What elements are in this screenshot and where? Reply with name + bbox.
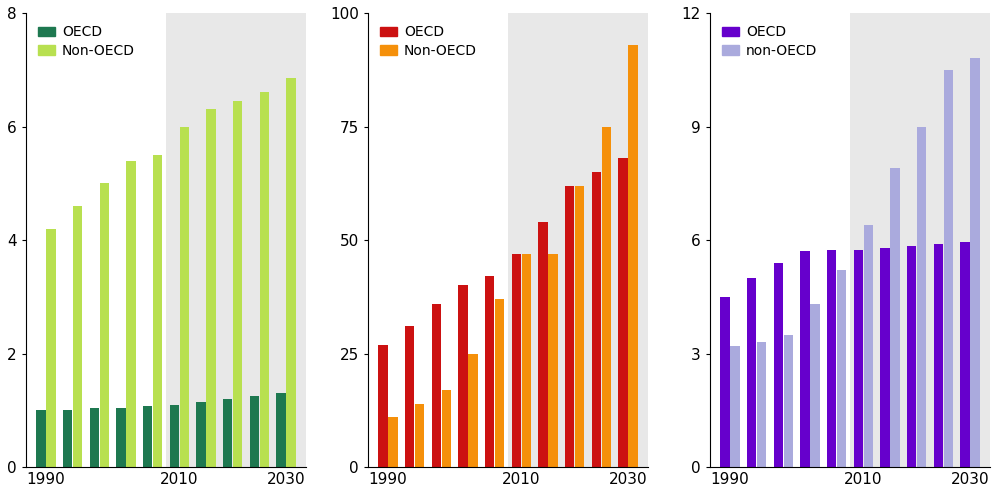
Bar: [864, 225, 873, 467]
Bar: [917, 126, 926, 467]
Bar: [508, 13, 675, 467]
Legend: OECD, Non-OECD: OECD, Non-OECD: [33, 20, 140, 63]
Bar: [196, 402, 206, 467]
Bar: [405, 327, 414, 467]
Bar: [100, 183, 109, 467]
Bar: [575, 186, 584, 467]
Bar: [126, 161, 136, 467]
Legend: OECD, Non-OECD: OECD, Non-OECD: [375, 20, 482, 63]
Bar: [166, 13, 333, 467]
Bar: [116, 408, 126, 467]
Bar: [774, 263, 783, 467]
Bar: [747, 278, 756, 467]
Bar: [890, 168, 900, 467]
Bar: [907, 246, 916, 467]
Bar: [827, 249, 836, 467]
Bar: [468, 354, 478, 467]
Bar: [837, 270, 846, 467]
Bar: [522, 254, 531, 467]
Bar: [495, 299, 504, 467]
Bar: [730, 346, 740, 467]
Bar: [602, 126, 611, 467]
Bar: [880, 247, 890, 467]
Bar: [432, 304, 441, 467]
Bar: [250, 396, 259, 467]
Bar: [784, 335, 793, 467]
Bar: [592, 172, 601, 467]
Bar: [143, 406, 152, 467]
Bar: [458, 286, 468, 467]
Bar: [618, 158, 628, 467]
Bar: [46, 229, 56, 467]
Bar: [36, 411, 46, 467]
Bar: [223, 399, 232, 467]
Bar: [485, 277, 494, 467]
Bar: [944, 70, 953, 467]
Legend: OECD, non-OECD: OECD, non-OECD: [717, 20, 823, 63]
Bar: [850, 13, 1000, 467]
Bar: [286, 78, 296, 467]
Bar: [800, 251, 810, 467]
Bar: [810, 304, 820, 467]
Bar: [442, 390, 451, 467]
Bar: [276, 393, 286, 467]
Bar: [960, 242, 970, 467]
Bar: [415, 404, 424, 467]
Bar: [720, 297, 730, 467]
Bar: [260, 92, 269, 467]
Bar: [970, 58, 980, 467]
Bar: [934, 244, 943, 467]
Bar: [854, 249, 863, 467]
Bar: [153, 155, 162, 467]
Bar: [388, 417, 398, 467]
Bar: [565, 186, 574, 467]
Bar: [538, 222, 548, 467]
Bar: [757, 342, 766, 467]
Bar: [548, 254, 558, 467]
Bar: [512, 254, 521, 467]
Bar: [73, 206, 82, 467]
Bar: [233, 101, 242, 467]
Bar: [628, 45, 638, 467]
Bar: [378, 344, 388, 467]
Bar: [180, 126, 189, 467]
Bar: [170, 405, 179, 467]
Bar: [90, 408, 99, 467]
Bar: [206, 110, 216, 467]
Bar: [63, 411, 72, 467]
